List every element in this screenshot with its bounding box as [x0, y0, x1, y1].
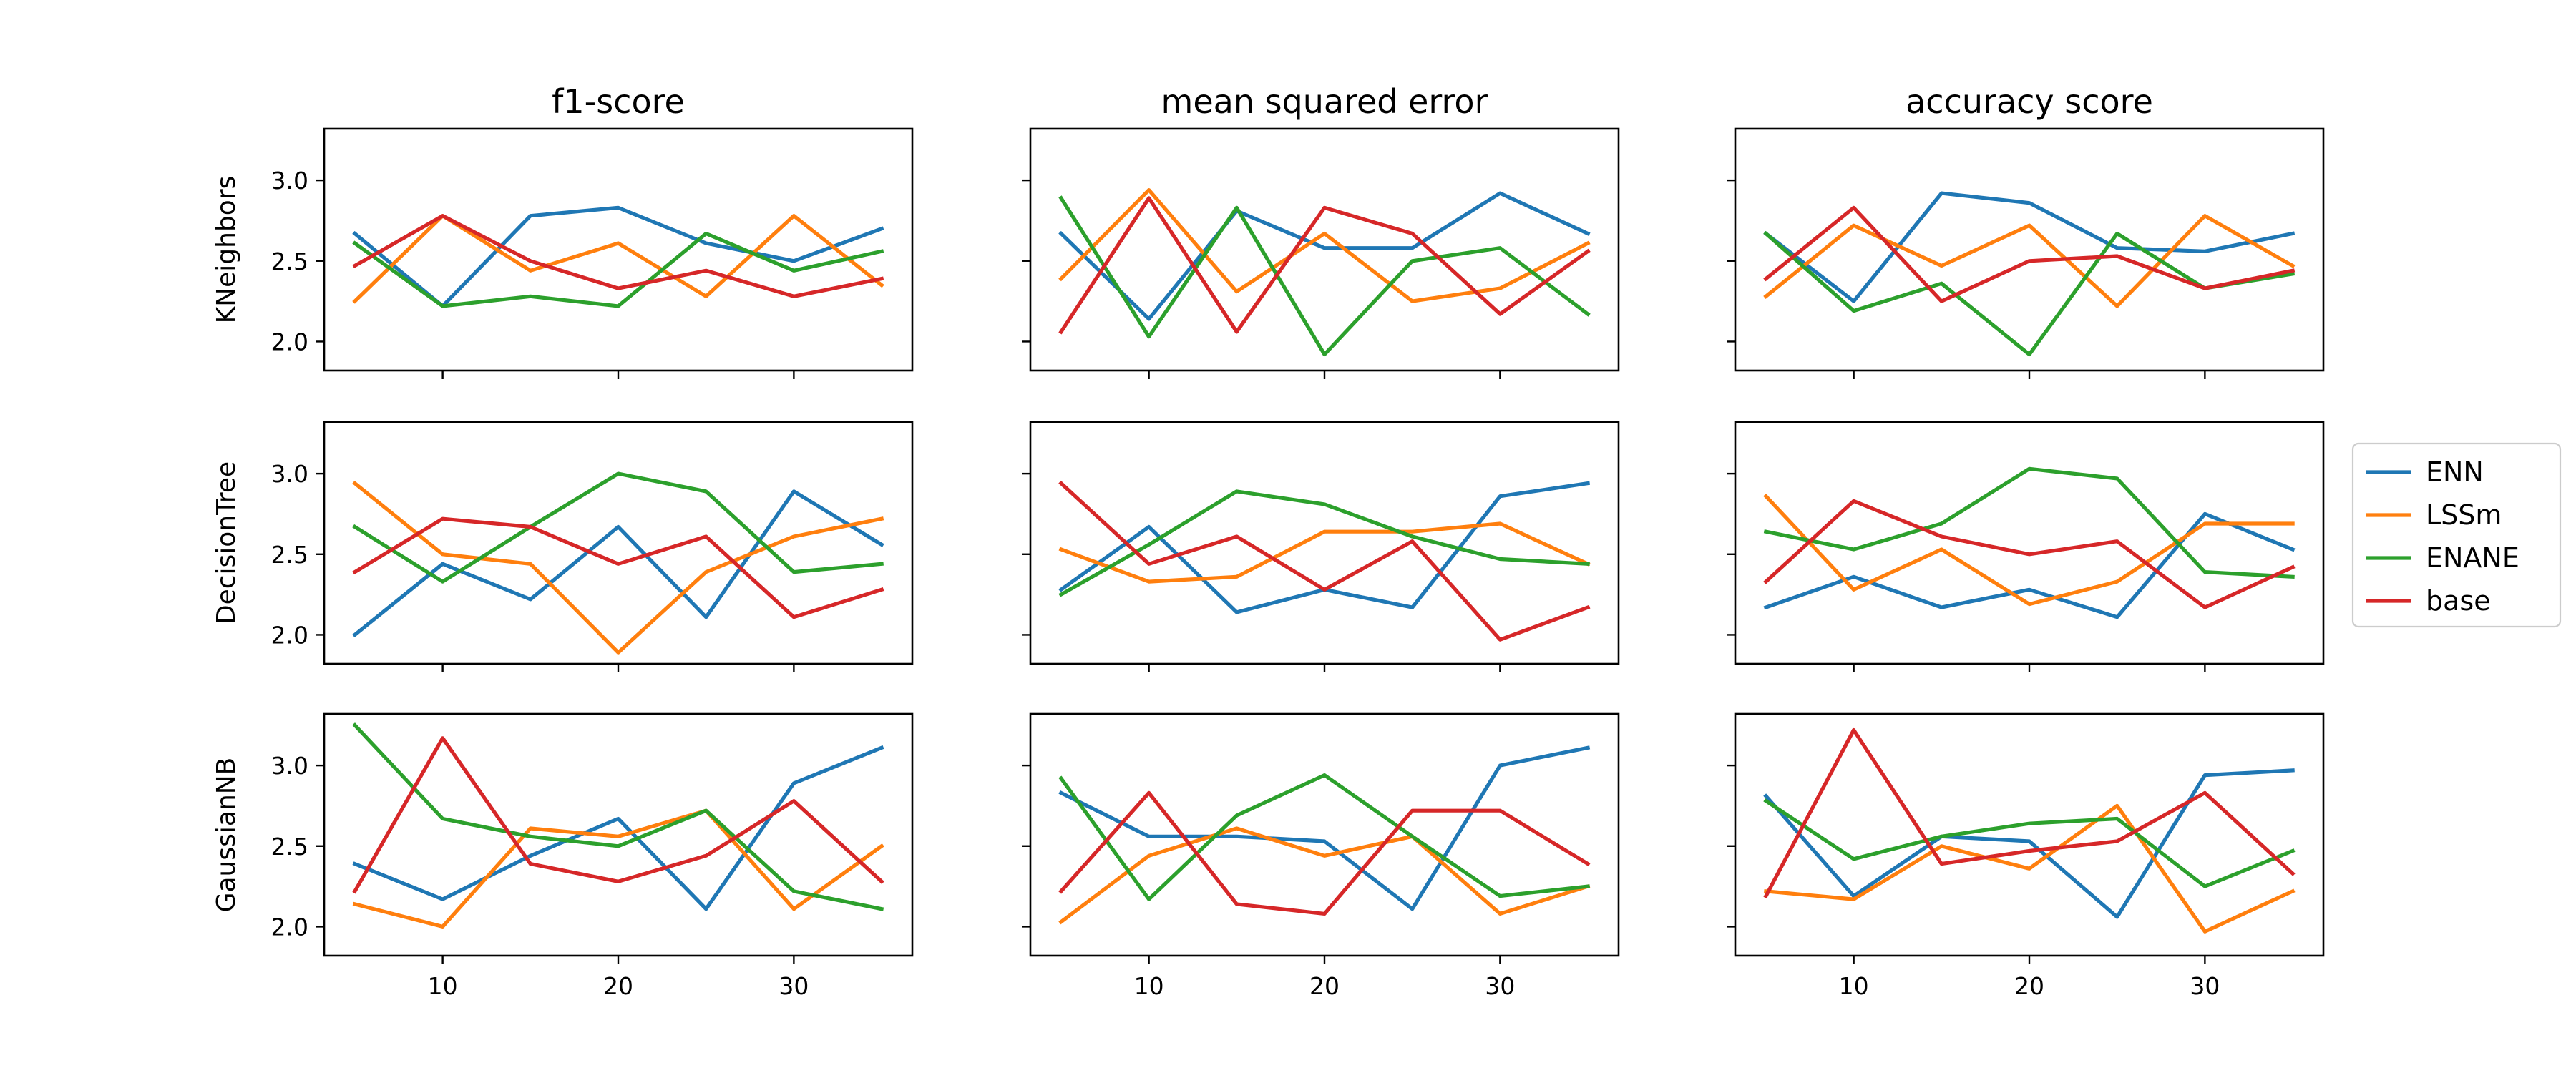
y-tick-label: 2.5 [271, 248, 308, 275]
x-tick-label: 10 [428, 972, 458, 1000]
series-line-enn [1058, 191, 1591, 321]
panel-kneighbors-mean-squared-error: mean squared error [1022, 82, 1620, 379]
series-line-enane [352, 471, 884, 584]
series-line-enane [1763, 798, 2296, 888]
legend-item-lssm: LSSm [2366, 499, 2502, 531]
series-line-enane [352, 722, 884, 911]
y-tick-label: 2.0 [271, 913, 308, 941]
y-tick-label: 3.0 [271, 167, 308, 195]
panel-grid: 2.0 2.5 3.0 f1-score KNeighbors mean squared … [212, 82, 2325, 1000]
x-tick-label: 30 [2190, 972, 2220, 1000]
series-line-base [352, 214, 884, 298]
row-label: GaussianNB [212, 758, 241, 913]
series-line-base [352, 736, 884, 894]
x-tick-label: 10 [1134, 972, 1164, 1000]
legend: ENN LSSm ENANE base [2351, 442, 2562, 628]
column-title: f1-score [552, 82, 685, 121]
y-tick-label: 2.5 [271, 541, 308, 569]
y-tick-label: 2.0 [271, 328, 308, 356]
x-tick-label: 10 [1839, 972, 1869, 1000]
series-line-base [352, 516, 884, 619]
series-line-enane [352, 231, 884, 308]
series-line-base [1763, 205, 2296, 303]
legend-item-base: base [2366, 585, 2491, 617]
series-line-enn [352, 489, 884, 638]
column-title: accuracy score [1906, 82, 2153, 121]
series-line-enane [1763, 466, 2295, 579]
series-line-enn [1763, 511, 2296, 619]
series-line-base [1058, 790, 1591, 916]
series-line-base [1058, 480, 1591, 642]
series-line-enn [1763, 191, 2296, 303]
series-line-base [1763, 727, 2296, 899]
x-tick-label: 20 [2014, 972, 2044, 1000]
x-tick-label: 30 [1485, 972, 1515, 1000]
legend-item-enn: ENN [2366, 456, 2484, 488]
y-tick-label: 2.5 [271, 833, 308, 861]
series-line-base [1058, 196, 1591, 335]
panel-kneighbors-accuracy-score: accuracy score [1727, 82, 2325, 379]
panel-decisiontree-mean-squared-error [1022, 421, 1620, 672]
series-line-lssm [1058, 188, 1591, 303]
legend-box [2351, 442, 2562, 628]
series-line-lssm [352, 480, 884, 655]
panel-decisiontree-f1-score: 2.0 2.5 3.0 DecisionTree [212, 421, 914, 672]
series-line-lssm [1763, 214, 2296, 308]
legend-label: ENN [2426, 456, 2484, 488]
series-line-lssm [1763, 494, 2295, 607]
panel-kneighbors-f1-score: 2.0 2.5 3.0 f1-score KNeighbors [212, 82, 914, 379]
legend-item-enane: ENANE [2366, 542, 2519, 574]
series-line-lssm [1058, 521, 1591, 584]
row-label: KNeighbors [212, 176, 241, 324]
legend-label: ENANE [2426, 542, 2519, 574]
panel-decisiontree-accuracy-score [1727, 421, 2325, 672]
row-label: DecisionTree [212, 461, 241, 624]
series-line-lssm [1764, 803, 2296, 934]
series-line-enn [1058, 745, 1591, 911]
legend-label: base [2426, 585, 2491, 617]
y-tick-label: 2.0 [271, 621, 308, 649]
x-tick-label: 30 [779, 972, 809, 1000]
series-line-base [1763, 499, 2296, 609]
series-line-enn [1763, 768, 2295, 919]
legend-label: LSSm [2426, 499, 2502, 531]
series-line-enane [1058, 489, 1590, 597]
panel-gaussiannb-mean-squared-error: 10 20 30 [1022, 712, 1620, 1000]
column-title: mean squared error [1161, 82, 1488, 121]
y-tick-label: 3.0 [271, 752, 308, 780]
x-tick-label: 20 [603, 972, 633, 1000]
panel-gaussiannb-accuracy-score: 10 20 30 [1727, 712, 2325, 1000]
series-line-enane [1058, 195, 1591, 357]
x-tick-label: 20 [1309, 972, 1340, 1000]
series-line-lssm [352, 808, 884, 929]
series-line-lssm [1058, 826, 1591, 925]
y-tick-label: 3.0 [271, 460, 308, 488]
series-line-enn [352, 745, 884, 911]
series-line-enane [1058, 773, 1590, 901]
panel-gaussiannb-f1-score: 2.0 2.5 3.0 10 20 30 GaussianNB [212, 712, 914, 1000]
